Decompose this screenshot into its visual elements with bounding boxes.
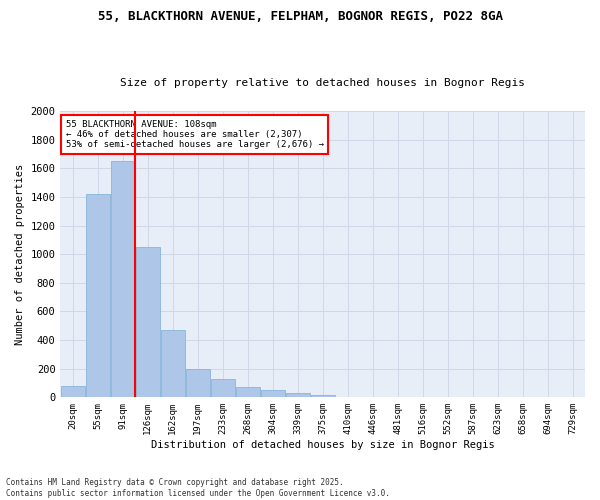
Bar [186,368,209,398]
Bar [161,330,185,398]
Bar [111,161,135,398]
Bar [286,393,310,398]
Y-axis label: Number of detached properties: Number of detached properties [15,164,25,345]
Bar [211,378,235,398]
Bar [261,390,284,398]
X-axis label: Distribution of detached houses by size in Bognor Regis: Distribution of detached houses by size … [151,440,494,450]
Text: 55 BLACKTHORN AVENUE: 108sqm
← 46% of detached houses are smaller (2,307)
53% of: 55 BLACKTHORN AVENUE: 108sqm ← 46% of de… [65,120,323,150]
Bar [86,194,110,398]
Text: 55, BLACKTHORN AVENUE, FELPHAM, BOGNOR REGIS, PO22 8GA: 55, BLACKTHORN AVENUE, FELPHAM, BOGNOR R… [97,10,503,23]
Bar [136,247,160,398]
Bar [236,388,260,398]
Bar [61,386,85,398]
Bar [311,395,335,398]
Text: Contains HM Land Registry data © Crown copyright and database right 2025.
Contai: Contains HM Land Registry data © Crown c… [6,478,390,498]
Bar [336,396,359,398]
Title: Size of property relative to detached houses in Bognor Regis: Size of property relative to detached ho… [120,78,525,88]
